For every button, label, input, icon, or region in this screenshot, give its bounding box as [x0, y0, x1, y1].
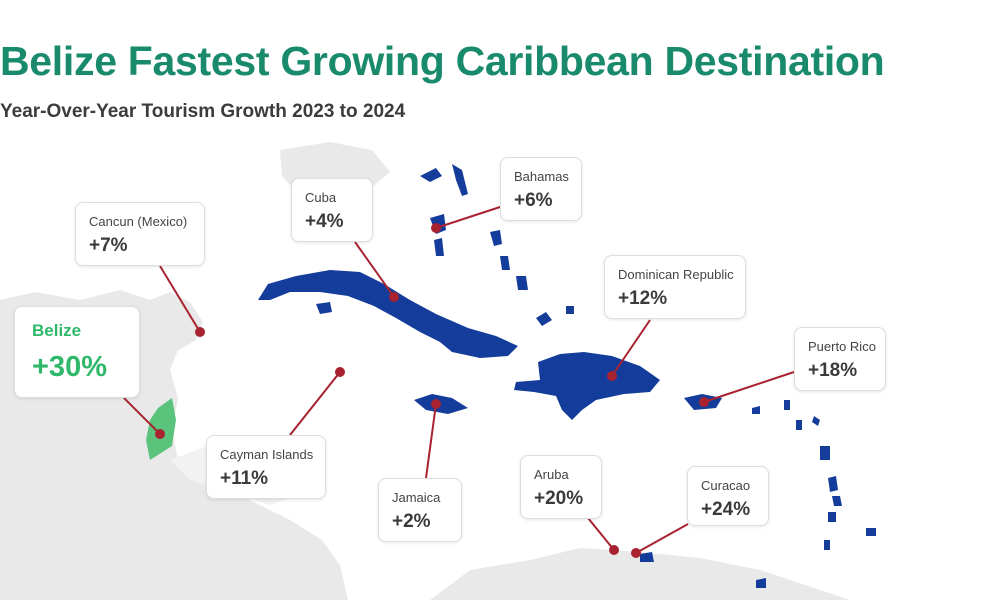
- dot-puerto-rico: [699, 397, 709, 407]
- bahamas-isl-5: [490, 230, 502, 246]
- antilles-10: [866, 528, 876, 536]
- destination-name: Cuba: [305, 190, 337, 205]
- dot-dominican: [607, 371, 617, 381]
- antilles-1: [752, 406, 760, 414]
- destination-name: Cancun (Mexico): [89, 214, 188, 229]
- bahamas-isl-8: [536, 312, 552, 326]
- connector-curacao: [635, 523, 689, 554]
- growth-value: +7%: [89, 235, 128, 256]
- destination-name: Bahamas: [514, 169, 569, 184]
- label-card-bahamas: Bahamas +6%: [500, 157, 582, 221]
- connector-bahamas: [435, 206, 501, 229]
- antilles-8: [828, 512, 836, 522]
- connector-jamaica: [425, 403, 437, 479]
- isle-of-youth: [316, 302, 332, 314]
- label-card-cuba: Cuba +4%: [291, 178, 373, 242]
- antilles-11: [756, 578, 766, 588]
- destination-name: Dominican Republic: [618, 267, 734, 282]
- growth-value: +24%: [701, 499, 751, 520]
- connector-aruba: [587, 517, 615, 551]
- south-america-mainland: [430, 548, 850, 600]
- dot-aruba: [609, 545, 619, 555]
- bahamas-isl-7: [516, 276, 528, 290]
- bahamas-isl-2: [452, 164, 468, 196]
- antilles-3: [796, 420, 802, 430]
- destination-name: Aruba: [534, 467, 569, 482]
- cuba-shape: [258, 270, 518, 358]
- growth-value: +11%: [220, 468, 269, 489]
- connector-puerto-rico: [703, 371, 795, 403]
- dot-cuba: [389, 292, 399, 302]
- growth-value: +2%: [392, 511, 431, 532]
- dot-bahamas: [431, 223, 441, 233]
- growth-value: +20%: [534, 488, 584, 509]
- destination-name: Belize: [32, 321, 82, 340]
- belize-shape: [146, 398, 176, 460]
- label-card-belize: Belize +30%: [14, 306, 140, 398]
- antilles-4: [812, 416, 820, 426]
- connector-cuba: [354, 241, 395, 298]
- antilles-12: [640, 552, 654, 562]
- label-card-cancun: Cancun (Mexico) +7%: [75, 202, 205, 266]
- connector-dominican: [611, 319, 651, 377]
- connector-belize: [123, 397, 161, 435]
- antilles-6: [828, 476, 838, 492]
- bahamas-isl-6: [500, 256, 510, 270]
- antilles-7: [832, 496, 842, 506]
- growth-value: +12%: [618, 288, 668, 309]
- antilles-9: [824, 540, 830, 550]
- bahamas-isl-4: [434, 238, 444, 256]
- dot-jamaica: [431, 399, 441, 409]
- hispaniola-shape: [514, 352, 660, 420]
- connector-cancun: [159, 265, 201, 333]
- dot-cayman: [335, 367, 345, 377]
- dot-belize: [155, 429, 165, 439]
- destination-name: Puerto Rico: [808, 339, 876, 354]
- label-card-jamaica: Jamaica +2%: [378, 478, 462, 542]
- antilles-5: [820, 446, 830, 460]
- page-title: Belize Fastest Growing Caribbean Destina…: [0, 38, 885, 84]
- growth-value: +30%: [32, 351, 107, 383]
- antilles-2: [784, 400, 790, 410]
- label-card-aruba: Aruba +20%: [520, 455, 602, 519]
- growth-value: +6%: [514, 190, 553, 211]
- destination-name: Curacao: [701, 478, 751, 493]
- bahamas-isl-1: [420, 168, 442, 182]
- connector-cayman: [289, 371, 341, 436]
- destination-name: Jamaica: [392, 490, 441, 505]
- label-card-curacao: Curacao +24%: [687, 466, 769, 526]
- bahamas-isl-9: [566, 306, 574, 314]
- label-card-cayman-islands: Cayman Islands +11%: [206, 435, 326, 499]
- dot-curacao: [631, 548, 641, 558]
- growth-value: +18%: [808, 360, 858, 381]
- destination-name: Cayman Islands: [220, 447, 314, 462]
- growth-value: +4%: [305, 211, 344, 232]
- label-card-dominican-republic: Dominican Republic +12%: [604, 255, 746, 319]
- page-subtitle: Year-Over-Year Tourism Growth 2023 to 20…: [0, 101, 406, 122]
- label-card-puerto-rico: Puerto Rico +18%: [794, 327, 886, 391]
- dot-cancun: [195, 327, 205, 337]
